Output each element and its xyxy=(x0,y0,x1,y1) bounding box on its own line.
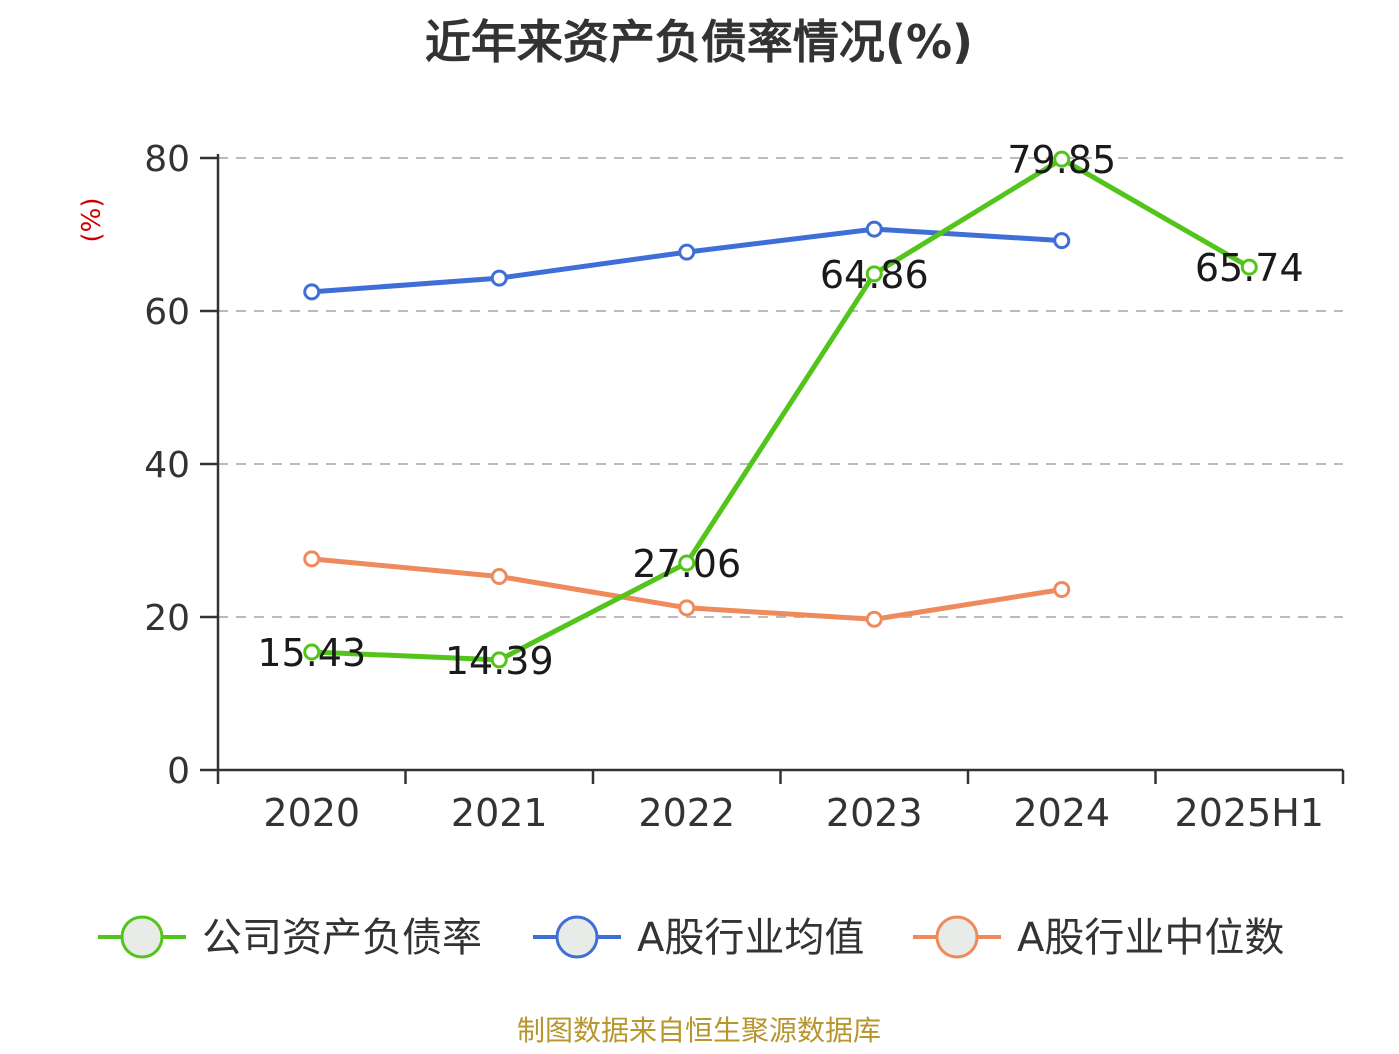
y-tick-label-60: 60 xyxy=(144,292,190,333)
data-point-1-2020 xyxy=(303,283,321,301)
data-label-2024: 79.85 xyxy=(1007,138,1116,182)
x-tick-label-2025H1: 2025H1 xyxy=(1175,791,1324,835)
data-point-1-2021 xyxy=(490,269,508,287)
data-point-0-2023 xyxy=(865,265,883,283)
data-point-0-2021 xyxy=(490,651,508,669)
y-tick-label-20: 20 xyxy=(144,598,190,639)
legend-marker-1 xyxy=(555,915,599,959)
data-label-2020: 15.43 xyxy=(257,631,366,675)
data-label-2022: 27.06 xyxy=(632,542,741,586)
legend-label-2: A股行业中位数 xyxy=(1017,915,1284,961)
x-tick-label-2021: 2021 xyxy=(451,791,548,835)
data-point-2-2023 xyxy=(865,610,883,628)
legend-label-1: A股行业均值 xyxy=(637,915,864,961)
y-tick-label-0: 0 xyxy=(167,751,190,792)
chart-title: 近年来资产负债率情况(%) xyxy=(425,15,973,69)
source-note: 制图数据来自恒生聚源数据库 xyxy=(517,1014,881,1047)
legend-marker-2 xyxy=(935,915,979,959)
y-axis-label: (%) xyxy=(77,198,107,243)
x-tick-label-2024: 2024 xyxy=(1013,791,1110,835)
data-label-2025H1: 65.74 xyxy=(1195,246,1304,290)
legend: 公司资产负债率 A股行业均值 A股行业中位数 xyxy=(98,915,1284,961)
data-point-0-2024 xyxy=(1053,150,1071,168)
data-point-2-2022 xyxy=(678,599,696,617)
data-point-1-2024 xyxy=(1053,232,1071,250)
y-tick-label-40: 40 xyxy=(144,445,190,486)
data-point-2-2021 xyxy=(490,567,508,585)
series-line-0 xyxy=(309,156,1252,663)
y-tick-label-80: 80 xyxy=(144,139,190,180)
x-tick-label-2022: 2022 xyxy=(638,791,735,835)
plot-area: 0 20 40 60 80 (%) 2020 2021 2022 2023 2024 2025H1 15… xyxy=(77,138,1345,835)
data-point-0-2025H1 xyxy=(1240,258,1258,276)
data-point-2-2024 xyxy=(1053,580,1071,598)
x-tick-label-2023: 2023 xyxy=(826,791,923,835)
legend-label-0: 公司资产负债率 xyxy=(202,915,482,961)
data-point-0-2022 xyxy=(678,554,696,572)
data-point-0-2020 xyxy=(303,643,321,661)
data-label-2021: 14.39 xyxy=(445,639,554,683)
data-point-1-2023 xyxy=(865,220,883,238)
legend-marker-0 xyxy=(120,915,164,959)
data-point-2-2020 xyxy=(303,550,321,568)
x-tick-label-2020: 2020 xyxy=(263,791,360,835)
data-point-1-2022 xyxy=(678,243,696,261)
data-label-2023: 64.86 xyxy=(820,253,929,297)
